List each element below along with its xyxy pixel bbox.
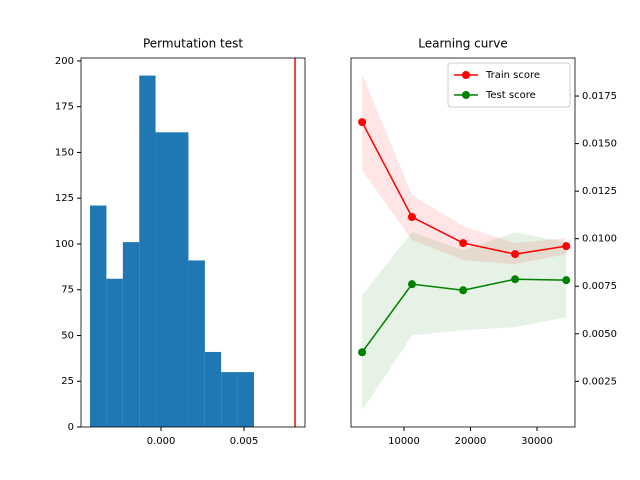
point [459, 286, 468, 295]
bar [155, 132, 172, 427]
y-tick-label: 25 [61, 376, 74, 387]
confidence-band [362, 232, 567, 411]
y-tick-label: 0.0125 [582, 186, 617, 197]
y-tick-label: 0.0150 [582, 139, 617, 150]
point [407, 213, 416, 222]
y-tick-label: 0 [68, 422, 74, 433]
bar [237, 372, 255, 427]
bar [122, 242, 140, 427]
bar [171, 132, 189, 427]
point [511, 250, 520, 259]
bar [204, 351, 222, 427]
point [459, 239, 468, 248]
axes-frame [350, 57, 576, 428]
point [562, 242, 571, 251]
y-tick-label: 125 [55, 193, 74, 204]
x-tick-label: 0.000 [147, 436, 176, 447]
point [358, 348, 367, 357]
y-tick-label: 0.0100 [582, 234, 617, 245]
bar [188, 260, 205, 427]
y-tick-label: 0.0050 [582, 329, 617, 340]
y-tick-label: 100 [55, 239, 74, 250]
y-tick-label: 175 [55, 102, 74, 113]
legend-label: Test score [485, 90, 536, 101]
point [358, 118, 367, 127]
y-tick-label: 0.0175 [582, 91, 617, 102]
x-tick-label: 10000 [388, 436, 420, 447]
y-tick-label: 0.0025 [582, 376, 617, 387]
point [511, 275, 520, 284]
chart-title: Permutation test [143, 37, 243, 51]
y-tick-label: 150 [55, 147, 74, 158]
subplot: Learning curve 0.0025 0.0050 0.0075 0.0100 0.… [350, 37, 617, 447]
legend-label: Train score [485, 70, 540, 81]
point [562, 276, 571, 285]
subplot: Permutation test 0 25 50 75 100 125 150 175 200 0.… [55, 37, 306, 447]
bar [106, 278, 123, 427]
y-tick-label: 0.0075 [582, 281, 617, 292]
chart-title: Learning curve [418, 37, 508, 51]
x-tick-label: 20000 [455, 436, 487, 447]
axes-frame [80, 57, 306, 428]
bar [221, 372, 238, 427]
bar [89, 205, 107, 427]
legend-marker [462, 71, 470, 79]
y-tick-label: 50 [61, 330, 74, 341]
point [407, 280, 416, 289]
bar [139, 75, 156, 428]
y-tick-label: 200 [55, 56, 74, 67]
x-tick-label: 30000 [521, 436, 553, 447]
y-tick-label: 75 [61, 285, 74, 296]
legend-box [447, 62, 571, 108]
x-tick-label: 0.005 [230, 436, 259, 447]
legend-marker [462, 91, 470, 99]
